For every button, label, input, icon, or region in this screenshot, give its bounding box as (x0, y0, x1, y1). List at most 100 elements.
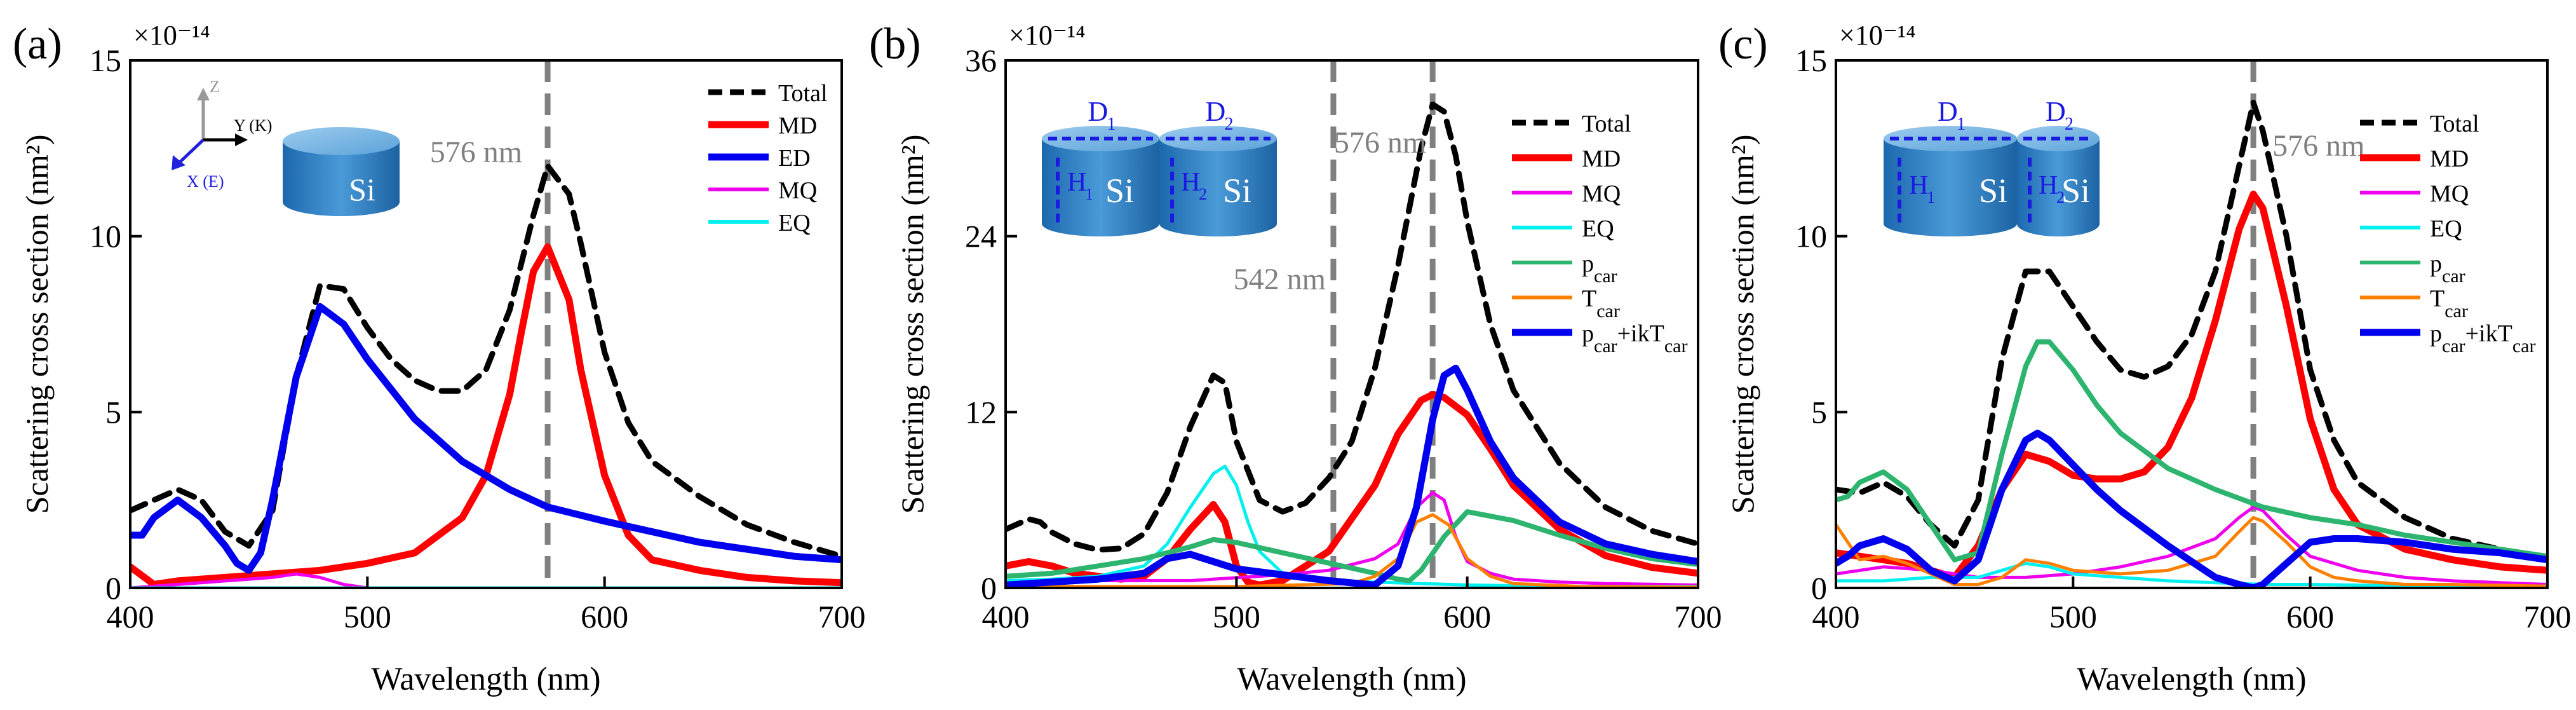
d1-subscript: 1 (1957, 114, 1966, 134)
legend-label: Tcar (1582, 285, 1620, 322)
h2-label: H (1181, 168, 1200, 197)
d2-subscript: 2 (1225, 114, 1234, 134)
y-axis-label: Scattering cross section (nm²) (19, 135, 55, 514)
x-tick-label: 400 (982, 599, 1030, 634)
y-tick-label: 15 (1795, 43, 1827, 78)
x-tick-label: 700 (2524, 599, 2572, 634)
legend-label: pcar (1582, 250, 1617, 287)
x-tick-label: 500 (344, 599, 391, 634)
axes-frame (1835, 59, 2549, 589)
si-cylinder-inset: Si (283, 127, 400, 216)
d2-label: D (1206, 96, 1226, 127)
plot-area (1836, 60, 2547, 588)
legend-label: Total (778, 80, 828, 107)
y-tick-label: 15 (90, 43, 121, 78)
panel-label: (b) (869, 20, 921, 69)
series-md (1006, 391, 1698, 588)
z-axis-label: Z (210, 78, 220, 96)
h1-label: H (1909, 171, 1928, 200)
cylinder-1-top (1042, 126, 1159, 151)
series-total (1836, 99, 2547, 563)
legend-label: pcar+ikTcar (2430, 320, 2535, 357)
reference-line-label: 542 nm (1234, 263, 1326, 296)
x-tick-label: 700 (818, 599, 866, 634)
x-axis-label: X (E) (187, 172, 224, 191)
reference-line-label: 576 nm (1334, 126, 1426, 160)
x-tick-label: 600 (581, 599, 628, 634)
cylinder-top (283, 127, 400, 155)
cylinder-2-top (1159, 126, 1277, 151)
plot-area (130, 60, 842, 588)
h1-subscript: 1 (1085, 185, 1093, 203)
si-label-2: Si (1223, 172, 1251, 210)
legend-label: EQ (778, 210, 811, 236)
series-p-car-ikt-car (1006, 364, 1698, 588)
x-tick-label: 500 (2049, 599, 2097, 634)
x-tick-label: 500 (1213, 599, 1260, 634)
legend-label: MQ (778, 177, 817, 204)
x-tick-label: 600 (2286, 599, 2334, 634)
series-total (130, 163, 842, 559)
h2-subscript: 2 (1199, 185, 1207, 203)
legend-label: EQ (2430, 215, 2462, 242)
h2-label: H (2039, 171, 2058, 200)
x-axis-label: Wavelength (nm) (371, 661, 600, 697)
y-tick-label: 24 (965, 219, 997, 254)
cylinder-1-body (1884, 139, 2017, 236)
reference-line-label: 576 nm (430, 135, 522, 169)
cylinder-1-body (1042, 139, 1159, 236)
y-axis-label: Scattering cross section (nm²) (1725, 135, 1760, 514)
y-scale-factor: ×10⁻¹⁴ (133, 20, 210, 51)
d1-label: D (1938, 96, 1958, 127)
axes-frame (1004, 59, 1699, 589)
plot-area (1006, 60, 1698, 588)
x-axis-label: Wavelength (nm) (2077, 661, 2306, 697)
y-tick-label: 10 (1795, 219, 1827, 254)
legend-label: MD (778, 113, 817, 139)
legend-label: MQ (2430, 181, 2469, 207)
legend-label: Tcar (2430, 285, 2468, 322)
panel-1: (a) ×10⁻¹⁴ 400 500 600 700 0 5 10 15 Wavelength (n… (13, 20, 866, 697)
x-axis-arrow (177, 139, 205, 165)
h2-subscript: 2 (2056, 188, 2065, 207)
y-tick-label: 0 (105, 570, 121, 606)
d2-subscript: 2 (2065, 114, 2074, 134)
legend-label: ED (778, 145, 811, 172)
x-arrow-head (172, 155, 185, 170)
x-tick-label: 700 (1675, 599, 1722, 634)
legend-label: pcar (2430, 250, 2465, 287)
d1-subscript: 1 (1107, 114, 1116, 134)
y-axis-label: Scattering cross section (nm²) (894, 135, 930, 514)
legend-label: MD (1582, 146, 1621, 172)
series-t-car (1006, 513, 1698, 588)
series-md (130, 243, 842, 588)
series-total (1006, 101, 1698, 553)
legend: Total MD ED MQ EQ (708, 80, 828, 236)
d2-label: D (2046, 96, 2066, 127)
series-p-car-ikt-car (1836, 430, 2547, 588)
cylinder-body (283, 141, 400, 216)
y-scale-factor: ×10⁻¹⁴ (1009, 20, 1086, 51)
h1-label: H (1067, 168, 1086, 197)
legend-label: EQ (1582, 215, 1614, 242)
cylinder-label: Si (349, 172, 375, 207)
cylinder-2-body (1159, 139, 1277, 236)
cylinder-2-body (2017, 139, 2100, 236)
y-tick-label: 5 (105, 394, 121, 430)
y-tick-label: 5 (1811, 394, 1827, 430)
series-ed (130, 303, 842, 574)
si-label-2: Si (2061, 172, 2090, 210)
si-label-1: Si (1979, 172, 2007, 210)
y-tick-label: 10 (90, 219, 121, 254)
axes-frame (129, 59, 843, 589)
x-tick-label: 400 (107, 599, 154, 634)
legend-label: Total (2430, 111, 2479, 137)
series-mq (130, 572, 842, 588)
y-tick-label: 0 (981, 570, 997, 606)
h1-subscript: 1 (1927, 188, 1935, 207)
